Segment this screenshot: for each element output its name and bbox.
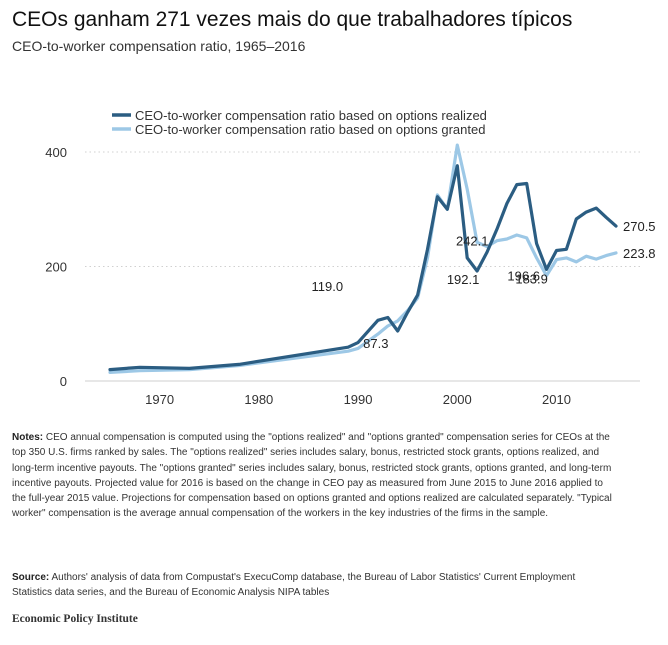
source-label: Source: [12, 572, 50, 583]
data-label: 87.3 [363, 336, 388, 351]
data-label: 242.1 [456, 233, 489, 248]
x-tick-label: 1980 [244, 392, 273, 407]
y-tick-label: 400 [45, 145, 67, 160]
notes-text: CEO annual compensation is computed usin… [12, 432, 612, 520]
chart-area: 0 200 400 1970 1980 1990 2000 2010 CEO-to-worker… [45, 108, 656, 407]
data-label: 119.0 [312, 279, 344, 294]
notes-block: Notes: CEO annual compensation is comput… [12, 430, 612, 522]
data-label: 192.1 [447, 272, 480, 287]
x-tick-label: 1970 [145, 392, 174, 407]
notes-label: Notes: [12, 432, 44, 443]
publisher-logo: Economic Policy Institute [12, 613, 138, 625]
series-line-granted [108, 143, 618, 374]
legend-label-granted: CEO-to-worker compensation ratio based o… [135, 122, 485, 137]
data-label: 270.5 [623, 219, 656, 234]
data-label: 223.8 [623, 246, 656, 261]
y-tick-label: 200 [45, 260, 67, 275]
chart-subtitle: CEO-to-worker compensation ratio, 1965–2… [12, 38, 306, 54]
x-tick-label: 1990 [344, 392, 373, 407]
data-label: 183.9 [515, 272, 548, 287]
source-block: Source: Authors' analysis of data from C… [12, 570, 612, 601]
data-label: 196.6 [507, 268, 540, 283]
page-title: CEOs ganham 271 vezes mais do que trabal… [12, 8, 573, 31]
y-tick-label: 0 [60, 374, 67, 389]
series-line-realized [108, 164, 618, 372]
source-text: Authors' analysis of data from Compustat… [12, 572, 576, 599]
x-tick-label: 2010 [542, 392, 571, 407]
legend-label-realized: CEO-to-worker compensation ratio based o… [135, 108, 487, 123]
x-tick-label: 2000 [443, 392, 472, 407]
